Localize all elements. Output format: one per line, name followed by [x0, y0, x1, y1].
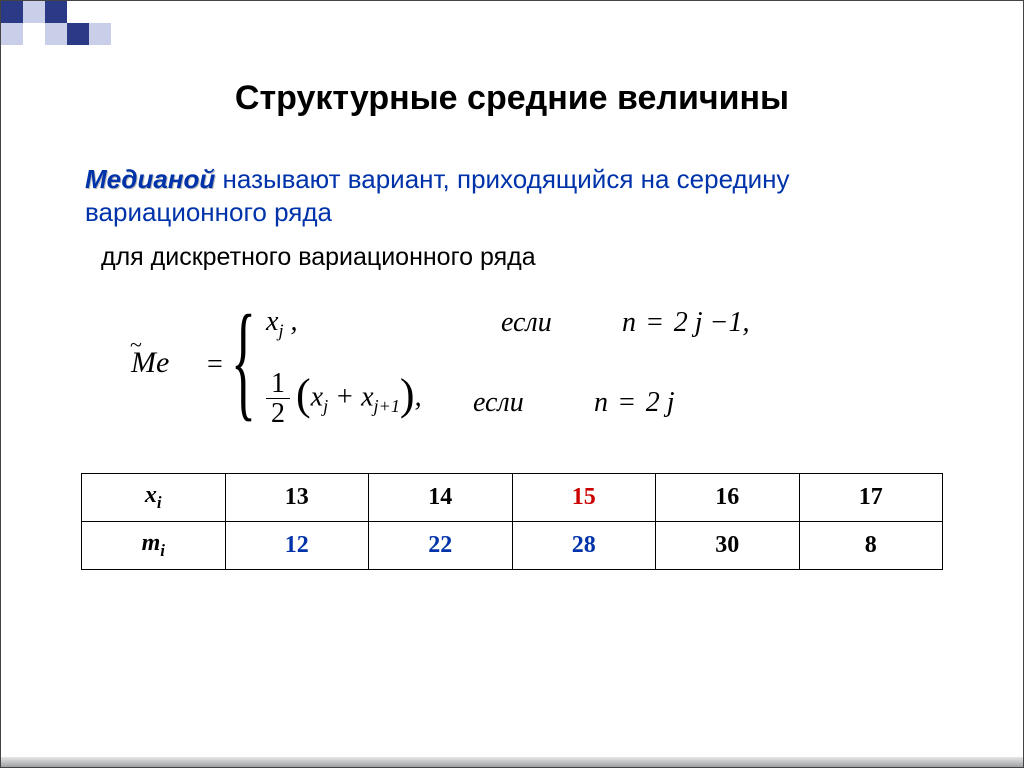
condition-even: если n = 2 j [473, 387, 675, 419]
case1-comma: , [284, 306, 298, 337]
frac-numerator: 1 [266, 369, 290, 399]
data-table-wrap: xi 13 14 15 16 17 mi 12 22 28 30 8 [81, 473, 943, 570]
cond2-rel: = [619, 387, 635, 418]
table-cell: 8 [799, 521, 943, 569]
deco-square [45, 1, 67, 23]
row-header-m-text: m [142, 530, 161, 556]
table-row: mi 12 22 28 30 8 [82, 521, 943, 569]
case2-trailing: , [415, 381, 422, 412]
formula-case-even: 1 2 (xj + xj+1), [266, 369, 422, 429]
table-cell: 14 [369, 474, 513, 522]
cond1-word: если [501, 307, 591, 339]
case2-var-b: x [361, 381, 373, 412]
corner-decoration [1, 1, 121, 71]
data-table: xi 13 14 15 16 17 mi 12 22 28 30 8 [81, 473, 943, 570]
definition-term: Медианой [85, 164, 215, 194]
definition-text: Медианой называют вариант, приходящийся … [85, 163, 963, 230]
table-cell: 30 [656, 521, 800, 569]
cond2-rhs: 2 j [646, 387, 675, 418]
median-formula: ~ Me = { xj , 1 2 (xj + xj+1), [131, 291, 861, 446]
cond1-rhs: 2 j −1, [674, 307, 750, 338]
condition-odd: если n = 2 j −1, [501, 307, 749, 339]
table-cell: 15 [512, 474, 656, 522]
cond1-rel: = [647, 307, 663, 338]
table-cell: 22 [369, 521, 513, 569]
deco-square [23, 1, 45, 23]
cond1-lhs: n [622, 307, 636, 338]
formula-case-odd: xj , [266, 306, 298, 342]
frac-denominator: 2 [266, 399, 290, 428]
equals-sign: = [207, 349, 223, 381]
table-cell: 13 [225, 474, 369, 522]
slide-container: { "decoration": { "squares": [ { "left":… [0, 0, 1024, 768]
tilde-accent: ~ [130, 332, 142, 358]
left-brace: { [231, 291, 256, 431]
deco-square [1, 1, 23, 23]
open-paren: ( [296, 369, 311, 420]
cond1-eqn: n = 2 j −1, [622, 307, 749, 338]
deco-square [89, 23, 111, 45]
table-cell: 28 [512, 521, 656, 569]
case2-plus: + [328, 381, 361, 412]
formula-lhs: ~ Me [131, 346, 169, 380]
cond2-eqn: n = 2 j [594, 387, 675, 418]
cond2-word: если [473, 387, 563, 419]
case2-sub-b: j+1 [374, 396, 400, 416]
table-cell: 17 [799, 474, 943, 522]
case1-var: x [266, 306, 278, 337]
slide-title: Структурные средние величины [1, 79, 1023, 118]
one-half-fraction: 1 2 [266, 369, 290, 429]
row-header-m: mi [82, 521, 226, 569]
subline-text: для дискретного вариационного ряда [101, 243, 536, 272]
row-header-x-sub: i [157, 493, 162, 512]
table-cell: 12 [225, 521, 369, 569]
cond2-lhs: n [594, 387, 608, 418]
deco-square [67, 23, 89, 45]
table-cell: 16 [656, 474, 800, 522]
row-header-x-text: x [145, 482, 157, 508]
deco-square [23, 23, 45, 45]
row-header-x: xi [82, 474, 226, 522]
row-header-m-sub: i [160, 541, 165, 560]
case2-var-a: x [311, 381, 323, 412]
deco-square [45, 23, 67, 45]
table-row: xi 13 14 15 16 17 [82, 474, 943, 522]
deco-square [1, 23, 23, 45]
close-paren: ) [400, 369, 415, 420]
